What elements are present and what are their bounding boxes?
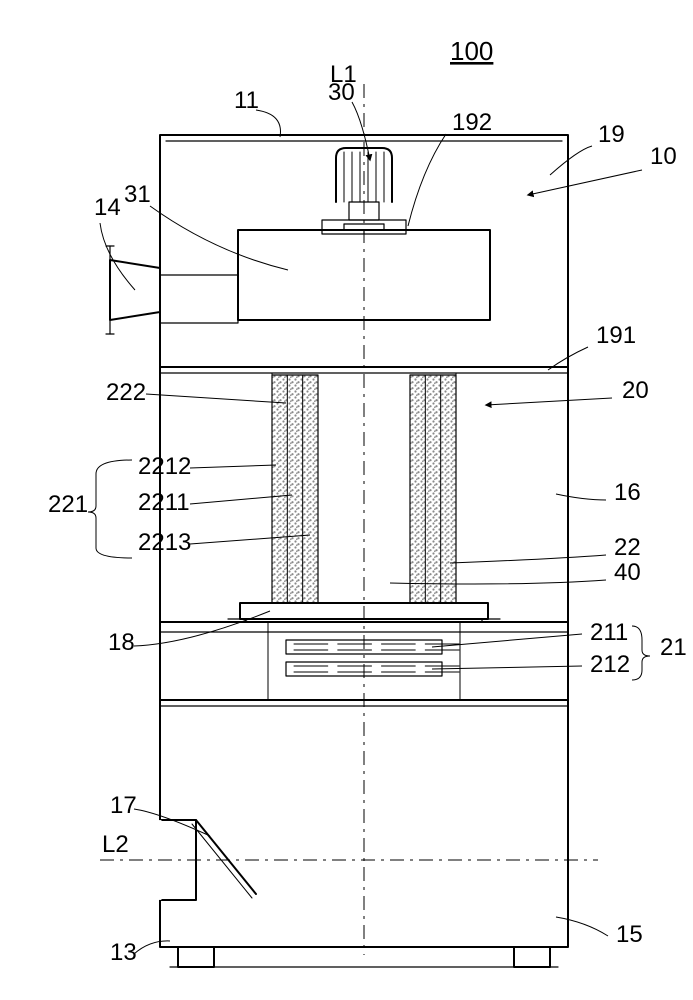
callout-2212: 2212 [138, 453, 191, 480]
callout-14: 14 [94, 194, 121, 221]
callout-221: 221 [48, 491, 88, 518]
callout-2211: 2211 [138, 489, 190, 516]
callout-31: 31 [124, 181, 151, 208]
callout-22: 22 [614, 534, 641, 561]
fan-housing [238, 230, 490, 320]
callout-19: 19 [598, 121, 625, 148]
callout-20: 20 [622, 377, 649, 404]
callout-222: 222 [106, 379, 146, 406]
inlet-flap [196, 820, 256, 894]
callout-211: 211 [590, 619, 628, 646]
callout-192: 192 [452, 109, 492, 136]
foot-right [514, 947, 550, 967]
axis-l2-label: L2 [102, 831, 129, 858]
callout-17: 17 [110, 792, 137, 819]
callout-40: 40 [614, 559, 641, 586]
callout-30: 30 [328, 79, 355, 106]
callout-11: 11 [234, 87, 259, 114]
callout-18: 18 [108, 629, 135, 656]
callout-15: 15 [616, 921, 643, 948]
callout-13: 13 [110, 939, 137, 966]
callout-16: 16 [614, 479, 641, 506]
callout-21: 21 [660, 634, 687, 661]
callout-191: 191 [596, 322, 636, 349]
figure-ref: 100 [450, 36, 493, 66]
foot-left [178, 947, 214, 967]
callout-212: 212 [590, 651, 630, 678]
labels-group: 100L1L2101130192191431191201622402112122… [48, 36, 687, 966]
callout-2213: 2213 [138, 529, 191, 556]
callout-10: 10 [650, 143, 677, 170]
patent-figure: 100L1L2101130192191431191201622402112122… [0, 0, 693, 1000]
